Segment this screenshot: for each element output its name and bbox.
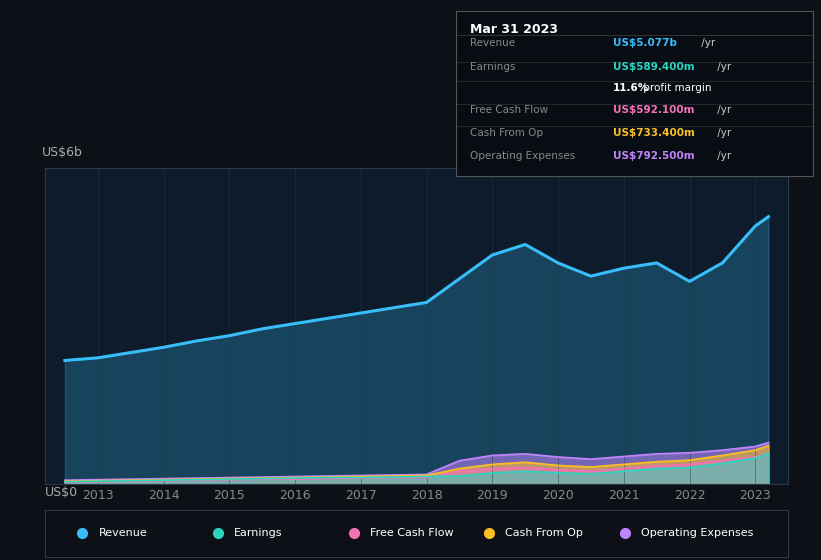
Text: US$792.500m: US$792.500m xyxy=(612,151,695,161)
Text: Free Cash Flow: Free Cash Flow xyxy=(470,105,548,115)
Text: /yr: /yr xyxy=(713,128,731,138)
Text: Revenue: Revenue xyxy=(99,529,148,538)
Text: US$592.100m: US$592.100m xyxy=(612,105,695,115)
Text: Cash From Op: Cash From Op xyxy=(470,128,543,138)
Text: US$6b: US$6b xyxy=(41,146,82,158)
Text: US$589.400m: US$589.400m xyxy=(612,62,695,72)
Text: US$733.400m: US$733.400m xyxy=(612,128,695,138)
Text: Cash From Op: Cash From Op xyxy=(506,529,584,538)
Text: Operating Expenses: Operating Expenses xyxy=(641,529,754,538)
Text: Operating Expenses: Operating Expenses xyxy=(470,151,576,161)
Text: /yr: /yr xyxy=(713,62,731,72)
Text: Revenue: Revenue xyxy=(470,38,515,48)
Text: /yr: /yr xyxy=(713,151,731,161)
Text: 11.6%: 11.6% xyxy=(612,83,649,93)
Text: /yr: /yr xyxy=(698,38,715,48)
Text: Earnings: Earnings xyxy=(470,62,516,72)
Text: Earnings: Earnings xyxy=(234,529,282,538)
Text: /yr: /yr xyxy=(713,105,731,115)
Text: Free Cash Flow: Free Cash Flow xyxy=(369,529,453,538)
Text: profit margin: profit margin xyxy=(640,83,711,93)
Text: US$0: US$0 xyxy=(45,486,78,499)
Text: Mar 31 2023: Mar 31 2023 xyxy=(470,23,558,36)
Text: US$5.077b: US$5.077b xyxy=(612,38,677,48)
